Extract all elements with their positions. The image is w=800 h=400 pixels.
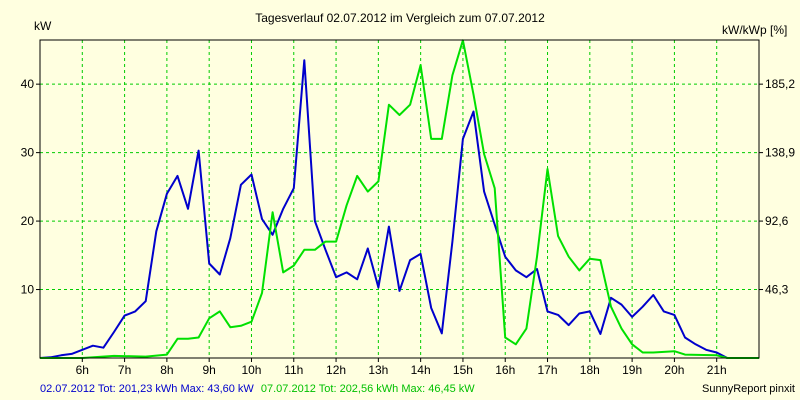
plot-area [40, 40, 759, 358]
y-left-tick-label: 20 [21, 214, 35, 228]
x-tick-label: 21h [707, 363, 727, 377]
y-axis-left: 10 20 30 40 [21, 77, 40, 297]
footer-credit: SunnyReport pinxit [702, 383, 795, 395]
chart-title: Tagesverlauf 02.07.2012 im Vergleich zum… [255, 11, 545, 25]
y-right-tick-label: 92,6 [765, 214, 789, 228]
y-left-tick-label: 30 [21, 146, 35, 160]
x-tick-label: 9h [202, 363, 215, 377]
x-tick-label: 12h [326, 363, 346, 377]
x-tick-label: 6h [76, 363, 89, 377]
x-tick-label: 15h [453, 363, 473, 377]
series-line-1 [39, 59, 759, 359]
plot-frame [39, 39, 760, 359]
x-tick-label: 11h [284, 363, 303, 377]
legend: 02.07.2012 Tot: 201,23 kWh Max: 43,60 kW… [40, 383, 475, 395]
y-axis-left-label: kW [34, 19, 52, 33]
legend-series-1: 02.07.2012 Tot: 201,23 kWh Max: 43,60 kW [40, 383, 254, 395]
y-right-tick-label: 46,3 [765, 283, 789, 297]
x-tick-label: 13h [368, 363, 388, 377]
y-left-tick-label: 40 [21, 77, 35, 91]
y-left-tick-label: 10 [21, 283, 35, 297]
x-axis: 6h 7h 8h 9h 10h 11h 12h 13h 14h 15h 16h 17h 18h 19h 20… [76, 358, 727, 377]
series-line-2 [40, 39, 759, 359]
x-tick-label: 16h [495, 363, 515, 377]
series-lines [39, 39, 759, 359]
grid [40, 40, 759, 358]
x-tick-label: 18h [580, 363, 600, 377]
y-axis-right-label: kW/kWp [%] [722, 23, 787, 37]
y-right-tick-label: 138,9 [765, 146, 795, 160]
x-tick-label: 8h [160, 363, 173, 377]
y-axis-right: 46,3 92,6 138,9 185,2 [759, 77, 795, 297]
legend-series-2: 07.07.2012 Tot: 202,56 kWh Max: 46,45 kW [261, 383, 475, 395]
x-tick-label: 14h [411, 363, 431, 377]
x-tick-label: 7h [118, 363, 131, 377]
x-tick-label: 20h [664, 363, 684, 377]
x-tick-label: 19h [622, 363, 642, 377]
x-tick-label: 17h [538, 363, 558, 377]
y-right-tick-label: 185,2 [765, 77, 795, 91]
x-tick-label: 10h [241, 363, 261, 377]
